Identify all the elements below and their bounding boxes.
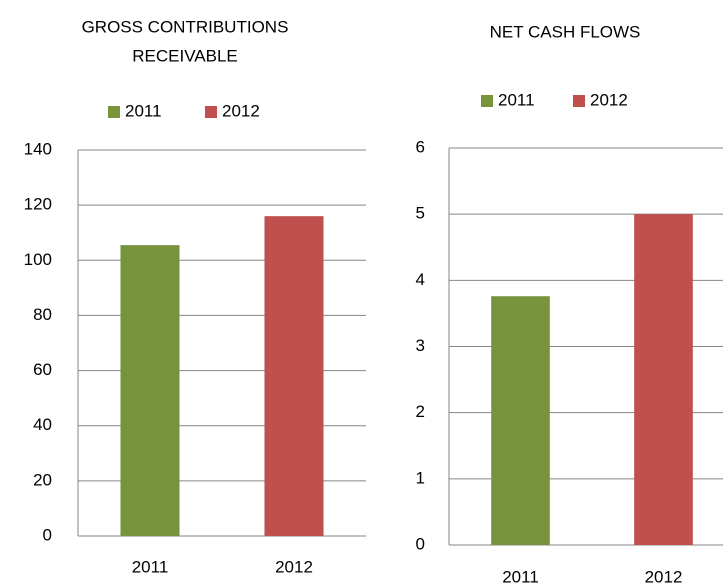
legend-swatch bbox=[481, 95, 493, 107]
y-tick-label: 20 bbox=[33, 470, 52, 489]
bar bbox=[634, 214, 693, 545]
y-tick-label: 5 bbox=[416, 204, 425, 223]
y-tick-label: 40 bbox=[33, 415, 52, 434]
y-tick-label: 0 bbox=[43, 525, 52, 544]
x-tick-label: 2012 bbox=[275, 557, 313, 576]
bar bbox=[120, 245, 180, 536]
y-tick-label: 0 bbox=[416, 534, 425, 553]
y-tick-label: 2 bbox=[416, 402, 425, 421]
x-tick-label: 2011 bbox=[502, 567, 539, 586]
y-tick-label: 100 bbox=[24, 250, 52, 269]
x-tick-label: 2011 bbox=[132, 557, 169, 576]
y-tick-label: 60 bbox=[33, 360, 52, 379]
legend-label: 2011 bbox=[125, 101, 162, 120]
y-tick-label: 3 bbox=[416, 336, 425, 355]
bar bbox=[491, 296, 550, 545]
y-tick-label: 1 bbox=[416, 468, 425, 487]
legend-swatch bbox=[108, 106, 120, 118]
legend-label: 2012 bbox=[590, 90, 628, 109]
legend-swatch bbox=[205, 106, 217, 118]
y-tick-label: 6 bbox=[416, 137, 425, 156]
y-tick-label: 140 bbox=[24, 139, 52, 158]
y-tick-label: 80 bbox=[33, 305, 52, 324]
chart-title: GROSS CONTRIBUTIONS bbox=[82, 17, 289, 36]
y-tick-label: 4 bbox=[416, 270, 425, 289]
y-tick-label: 120 bbox=[24, 195, 52, 214]
chart-title: RECEIVABLE bbox=[132, 46, 238, 65]
bar bbox=[264, 216, 324, 536]
legend-swatch bbox=[573, 95, 585, 107]
legend-label: 2012 bbox=[222, 101, 260, 120]
chart-title: NET CASH FLOWS bbox=[490, 22, 641, 41]
legend-label: 2011 bbox=[498, 90, 535, 109]
x-tick-label: 2012 bbox=[645, 567, 683, 586]
